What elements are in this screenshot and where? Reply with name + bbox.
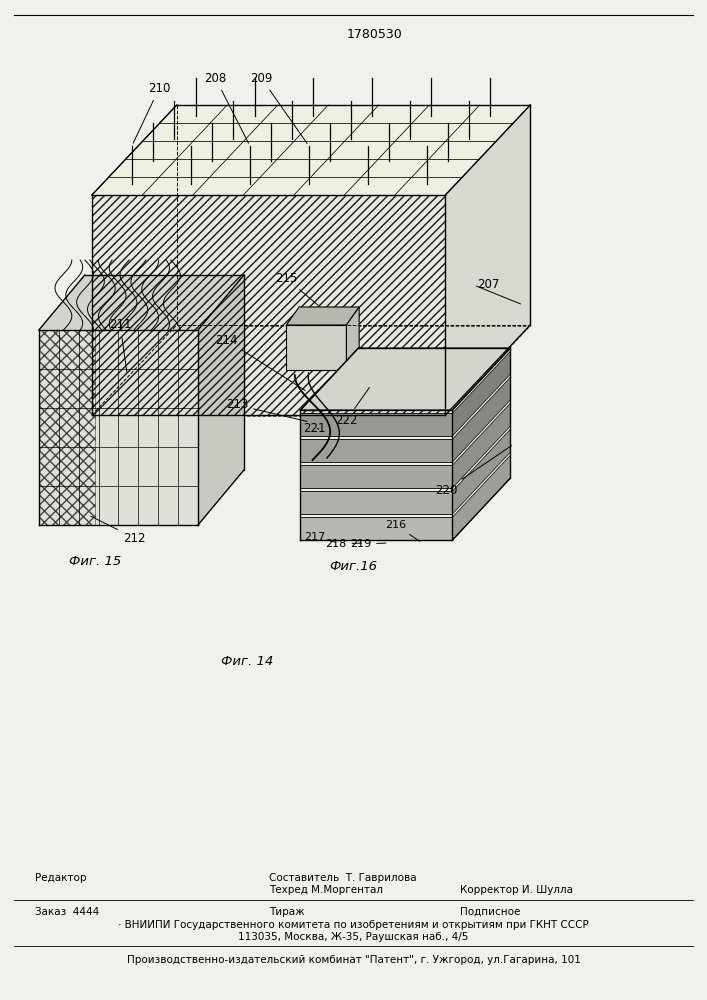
Text: Подписное: Подписное bbox=[460, 907, 520, 917]
Text: 208: 208 bbox=[204, 72, 249, 143]
Text: 209: 209 bbox=[250, 72, 307, 143]
Text: 207: 207 bbox=[477, 278, 500, 292]
Polygon shape bbox=[300, 517, 452, 540]
Text: Редактор: Редактор bbox=[35, 873, 87, 883]
Polygon shape bbox=[198, 275, 244, 525]
Polygon shape bbox=[286, 307, 359, 325]
Text: Фиг.16: Фиг.16 bbox=[329, 560, 378, 573]
Text: 211: 211 bbox=[109, 318, 132, 372]
Polygon shape bbox=[286, 325, 346, 370]
Text: Корректор И. Шулла: Корректор И. Шулла bbox=[460, 885, 573, 895]
Text: 213: 213 bbox=[226, 398, 307, 421]
Text: 1780530: 1780530 bbox=[347, 28, 402, 41]
Text: 212: 212 bbox=[91, 516, 146, 544]
Text: 219: 219 bbox=[350, 539, 386, 549]
Polygon shape bbox=[92, 195, 445, 415]
Text: 220: 220 bbox=[435, 446, 512, 496]
Text: Заказ  4444: Заказ 4444 bbox=[35, 907, 100, 917]
Text: 215: 215 bbox=[275, 272, 318, 305]
Polygon shape bbox=[39, 330, 198, 525]
Text: · ВНИИПИ Государственного комитета по изобретениям и открытиям при ГКНТ СССР: · ВНИИПИ Государственного комитета по из… bbox=[118, 920, 589, 930]
Text: Производственно-издательский комбинат "Патент", г. Ужгород, ул.Гагарина, 101: Производственно-издательский комбинат "П… bbox=[127, 955, 580, 965]
Text: 221: 221 bbox=[303, 422, 326, 434]
Text: 217: 217 bbox=[304, 532, 336, 542]
Text: Составитель  Т. Гаврилова: Составитель Т. Гаврилова bbox=[269, 873, 416, 883]
Text: 113035, Москва, Ж-35, Раушская наб., 4/5: 113035, Москва, Ж-35, Раушская наб., 4/5 bbox=[238, 932, 469, 942]
Text: 216: 216 bbox=[385, 520, 420, 541]
Polygon shape bbox=[445, 105, 530, 415]
Polygon shape bbox=[452, 455, 510, 540]
Polygon shape bbox=[452, 429, 510, 514]
Text: Фиг. 15: Фиг. 15 bbox=[69, 555, 122, 568]
Polygon shape bbox=[300, 413, 452, 436]
Text: Фиг. 14: Фиг. 14 bbox=[221, 655, 274, 668]
Text: 210: 210 bbox=[133, 82, 170, 143]
Text: 222: 222 bbox=[335, 387, 370, 426]
Polygon shape bbox=[300, 348, 510, 410]
Polygon shape bbox=[452, 377, 510, 462]
Polygon shape bbox=[452, 403, 510, 488]
Polygon shape bbox=[92, 105, 530, 195]
Polygon shape bbox=[39, 275, 244, 330]
Text: 218: 218 bbox=[325, 539, 361, 549]
Polygon shape bbox=[452, 351, 510, 436]
Polygon shape bbox=[300, 465, 452, 488]
Text: 214: 214 bbox=[215, 334, 305, 391]
Text: Техред М.Моргентал: Техред М.Моргентал bbox=[269, 885, 382, 895]
Text: Тираж: Тираж bbox=[269, 907, 304, 917]
Polygon shape bbox=[300, 439, 452, 462]
Polygon shape bbox=[300, 491, 452, 514]
Polygon shape bbox=[346, 307, 359, 370]
